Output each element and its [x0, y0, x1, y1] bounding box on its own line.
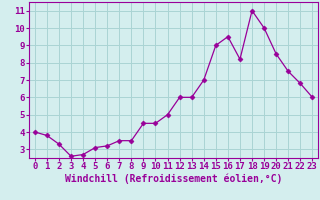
X-axis label: Windchill (Refroidissement éolien,°C): Windchill (Refroidissement éolien,°C)	[65, 174, 282, 184]
